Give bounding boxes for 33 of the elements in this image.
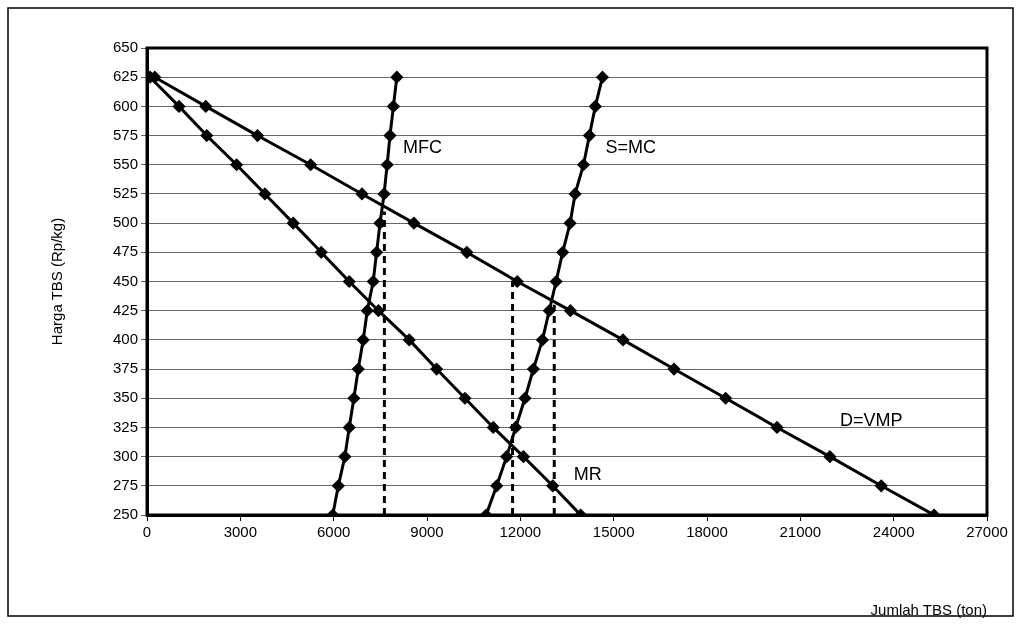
y-tick-label: 575 [112,125,138,143]
y-tick-label: 350 [112,388,138,406]
x-tick-label: 24000 [872,523,915,541]
y-tick-label: 550 [112,154,138,172]
x-tick-label: 21000 [779,523,822,541]
y-tick-label: 325 [112,417,138,435]
x-axis-title: Jumlah TBS (ton) [870,601,987,619]
y-tick-label: 450 [112,271,138,289]
series-label: S=MC [605,136,656,157]
y-tick-label: 625 [112,67,138,85]
y-tick-label: 475 [112,242,138,260]
y-tick-label: 500 [112,213,138,231]
y-tick-label: 300 [112,446,138,464]
y-tick-label: 275 [112,475,138,493]
x-tick-label: 27000 [966,523,1008,541]
x-tick-label: 6000 [316,523,351,541]
y-tick-label: 425 [112,300,138,318]
x-tick-label: 9000 [410,523,444,541]
series-label: MFC [402,136,442,157]
y-tick-label: 650 [112,38,138,56]
series-label: MR [573,463,602,484]
x-tick-label: 12000 [499,523,542,541]
x-tick-label: 3000 [223,523,258,541]
x-tick-label: 15000 [592,523,635,541]
y-tick-label: 400 [112,330,138,348]
x-tick-label: 0 [142,523,152,541]
y-tick-label: 375 [112,359,138,377]
series-label: D=VMP [839,409,903,430]
y-tick-label: 600 [112,96,138,114]
y-axis-title: Harga TBS (Rp/kg) [48,217,66,346]
y-tick-label: 525 [112,184,138,202]
x-tick-label: 18000 [686,523,728,541]
y-tick-label: 250 [112,505,138,523]
